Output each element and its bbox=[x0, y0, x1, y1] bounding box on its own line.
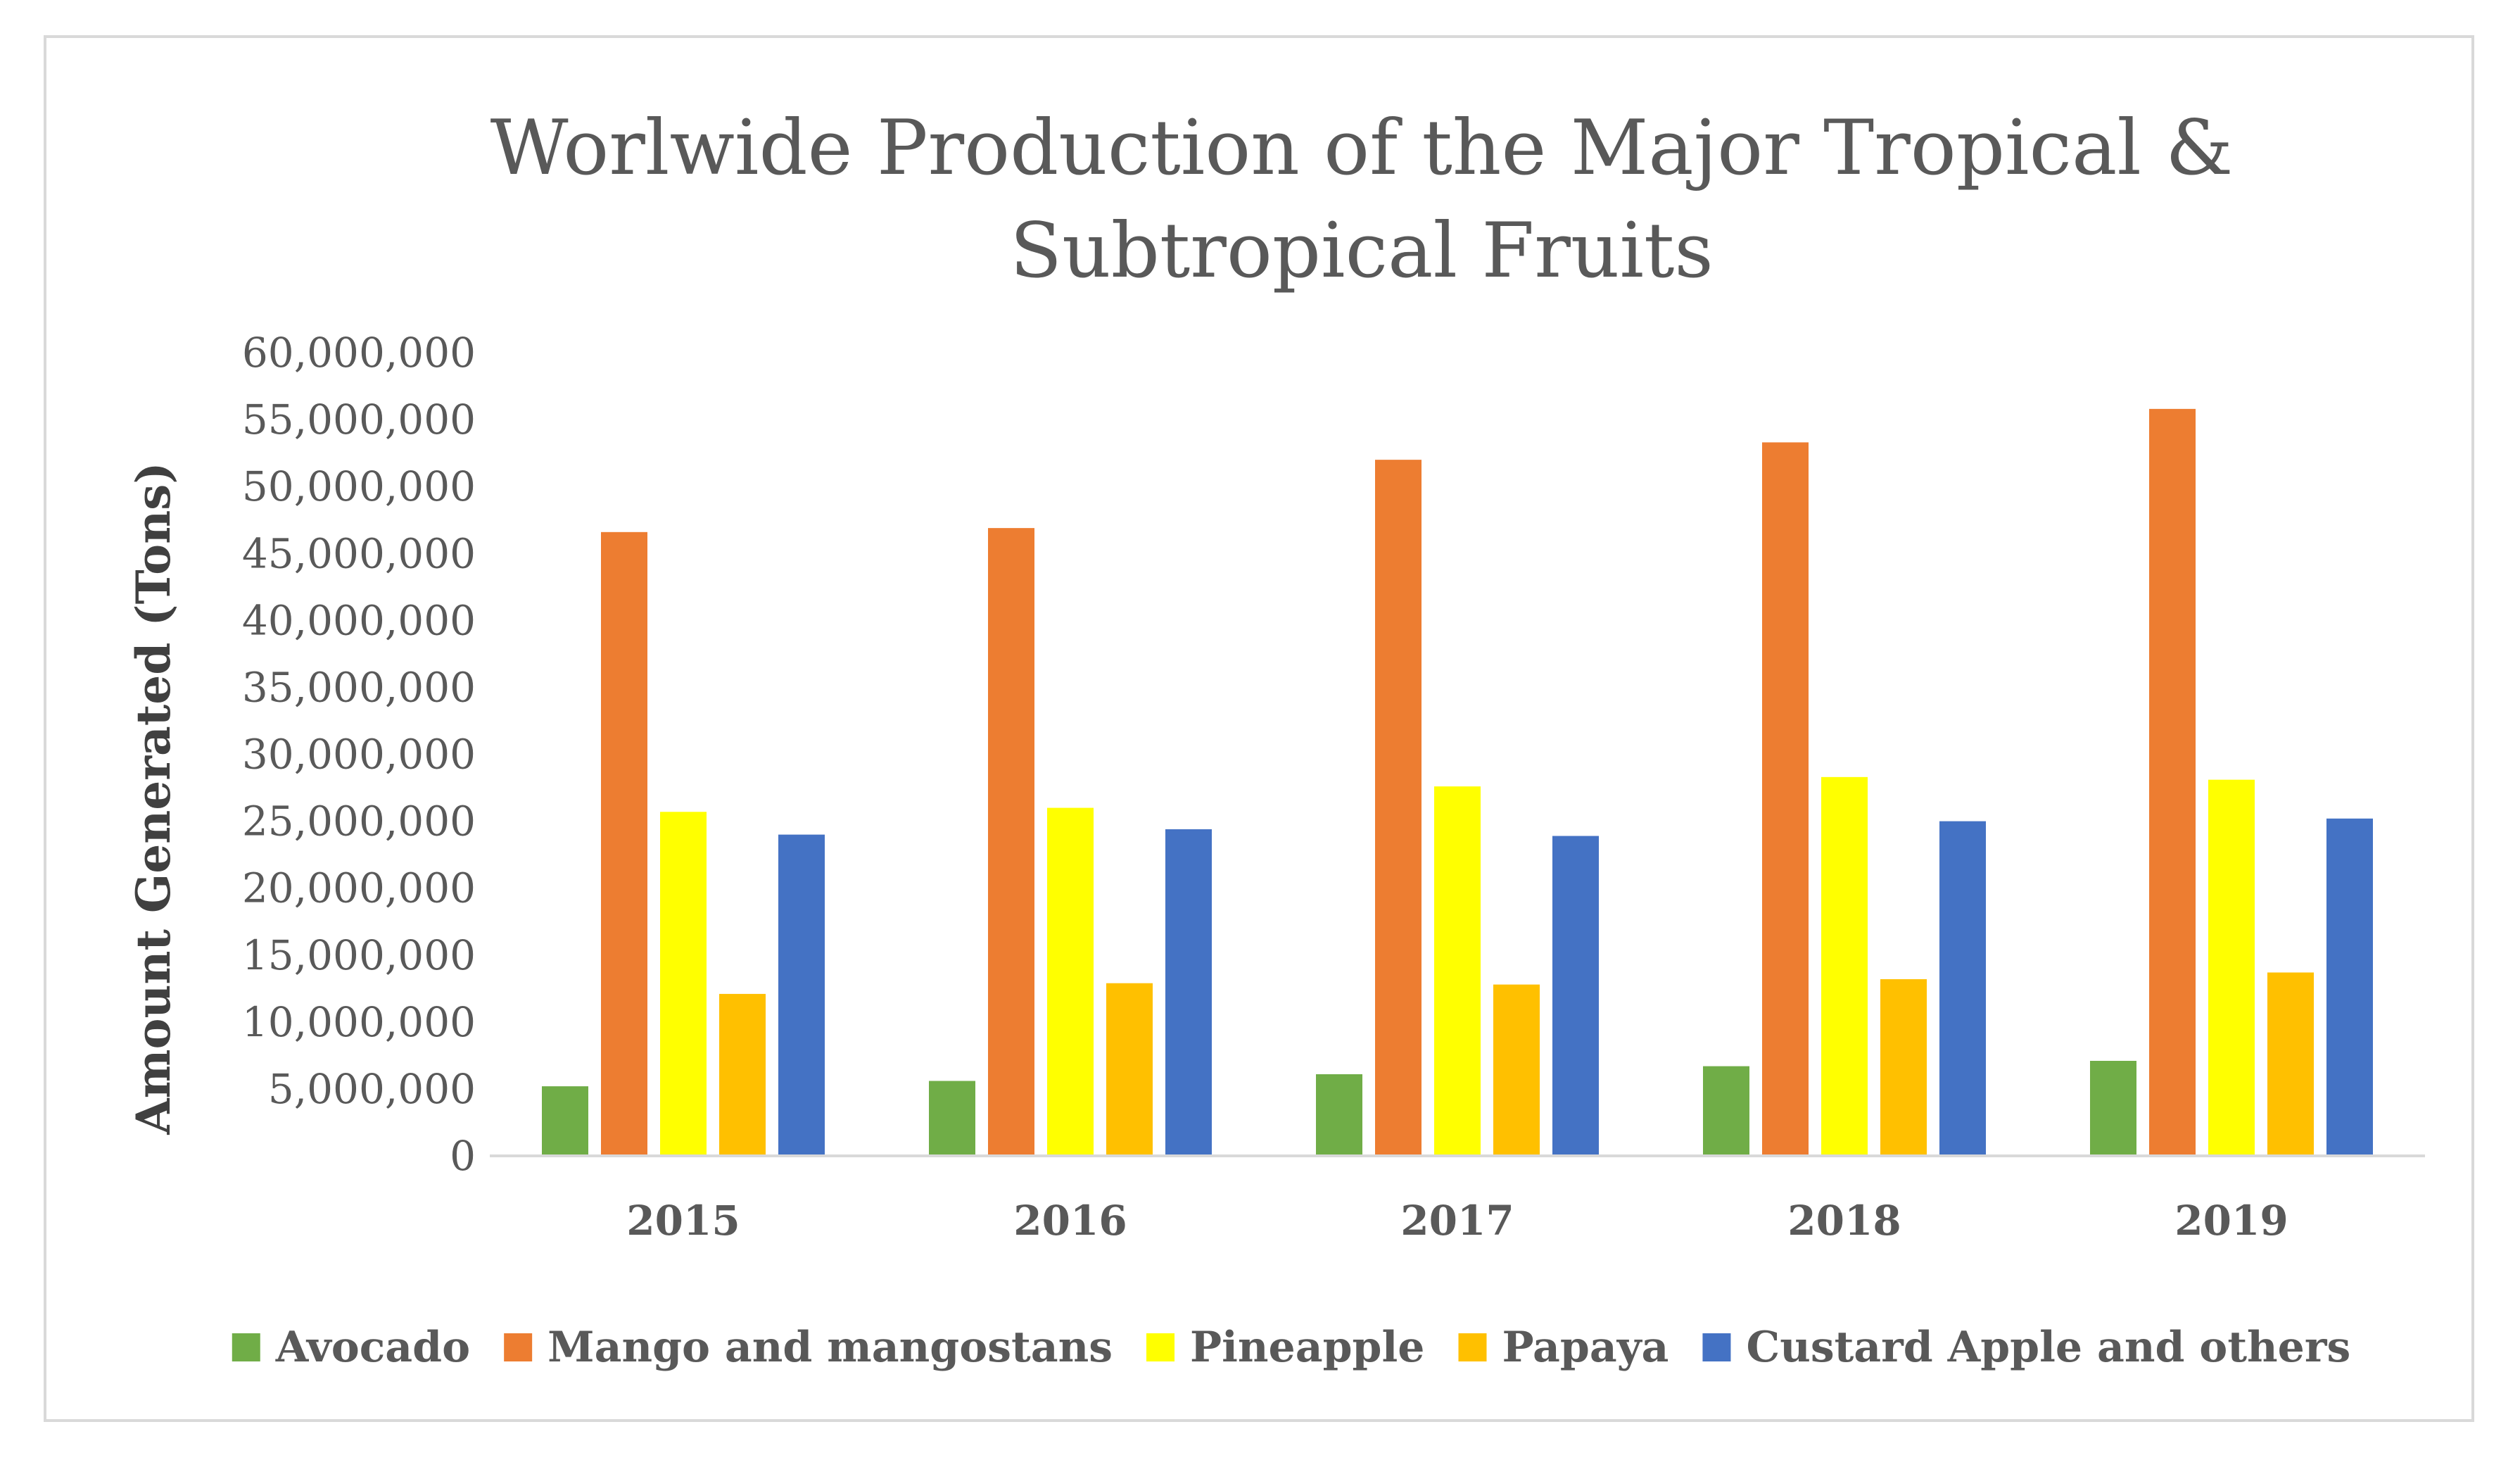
y-tick-label: 60,000,000 bbox=[242, 329, 476, 377]
legend-item-papaya: Papaya bbox=[1458, 1323, 1669, 1372]
bar-mango-and-mangostans-2019 bbox=[2149, 408, 2196, 1156]
bar-avocado-2017 bbox=[1316, 1074, 1362, 1156]
y-tick-label: 55,000,000 bbox=[242, 396, 476, 443]
bar-pineapple-2015 bbox=[660, 812, 707, 1156]
bar-mango-and-mangostans-2018 bbox=[1762, 442, 1809, 1156]
legend-label: Pineapple bbox=[1190, 1323, 1424, 1372]
bars bbox=[542, 408, 2373, 1156]
x-axis-categories: 2015 2016 2017 2018 2019 bbox=[626, 1197, 2288, 1245]
legend-swatch bbox=[1458, 1333, 1487, 1361]
legend: Avocado Mango and mangostans Pineapple Papa… bbox=[232, 1323, 2350, 1372]
x-tick-label: 2019 bbox=[2174, 1197, 2288, 1245]
bar-pineapple-2019 bbox=[2208, 779, 2255, 1156]
x-tick-label: 2017 bbox=[1400, 1197, 1514, 1245]
y-axis-ticks: 0 5,000,000 10,000,000 15,000,000 20,000,000… bbox=[242, 329, 476, 1180]
chart-title-line-2: Subtropical Fruits bbox=[1010, 207, 1714, 295]
x-tick-label: 2016 bbox=[1013, 1197, 1127, 1245]
bar-avocado-2019 bbox=[2090, 1060, 2136, 1156]
chart-title-line-1: Worlwide Production of the Major Tropica… bbox=[490, 104, 2234, 192]
legend-item-pineapple: Pineapple bbox=[1146, 1323, 1424, 1372]
x-tick-label: 2015 bbox=[626, 1197, 740, 1245]
legend-item-custard-apple-and-others: Custard Apple and others bbox=[1702, 1323, 2350, 1372]
y-tick-label: 35,000,000 bbox=[242, 663, 476, 711]
bar-papaya-2016 bbox=[1106, 983, 1153, 1156]
bar-mango-and-mangostans-2016 bbox=[988, 528, 1034, 1156]
bar-pineapple-2016 bbox=[1047, 807, 1094, 1156]
legend-swatch bbox=[504, 1333, 533, 1361]
y-axis-label: Amount Generated (Tons) bbox=[126, 462, 181, 1135]
bar-mango-and-mangostans-2015 bbox=[601, 531, 647, 1156]
bar-custard-apple-and-others-2015 bbox=[778, 834, 825, 1156]
y-tick-label: 5,000,000 bbox=[268, 1065, 476, 1113]
bar-custard-apple-and-others-2017 bbox=[1552, 836, 1599, 1156]
y-tick-label: 25,000,000 bbox=[242, 798, 476, 845]
chart-frame: Worlwide Production of the Major Tropica… bbox=[44, 35, 2474, 1422]
y-tick-label: 30,000,000 bbox=[242, 731, 476, 779]
bar-avocado-2018 bbox=[1703, 1066, 1749, 1156]
y-tick-label: 45,000,000 bbox=[242, 529, 476, 577]
bar-custard-apple-and-others-2019 bbox=[2326, 818, 2373, 1156]
y-tick-label: 15,000,000 bbox=[242, 931, 476, 979]
bar-pineapple-2018 bbox=[1821, 776, 1868, 1156]
bar-papaya-2019 bbox=[2267, 972, 2314, 1156]
y-tick-label: 50,000,000 bbox=[242, 462, 476, 510]
bar-mango-and-mangostans-2017 bbox=[1375, 460, 1422, 1156]
legend-label: Custard Apple and others bbox=[1746, 1323, 2350, 1372]
bar-custard-apple-and-others-2018 bbox=[1939, 821, 1986, 1156]
bar-pineapple-2017 bbox=[1434, 786, 1481, 1156]
y-tick-label: 0 bbox=[450, 1132, 476, 1180]
bar-papaya-2018 bbox=[1880, 978, 1927, 1156]
legend-swatch bbox=[1702, 1333, 1731, 1361]
legend-label: Avocado bbox=[275, 1323, 470, 1372]
bar-avocado-2016 bbox=[929, 1081, 975, 1156]
legend-item-mango-and-mangostans: Mango and mangostans bbox=[504, 1323, 1113, 1372]
y-tick-label: 40,000,000 bbox=[242, 596, 476, 644]
legend-swatch bbox=[1146, 1333, 1175, 1361]
legend-label: Mango and mangostans bbox=[547, 1323, 1113, 1372]
bar-custard-apple-and-others-2016 bbox=[1165, 829, 1212, 1156]
x-tick-label: 2018 bbox=[1787, 1197, 1901, 1245]
chart-svg: Worlwide Production of the Major Tropica… bbox=[126, 104, 2425, 1372]
legend-swatch bbox=[232, 1333, 260, 1361]
bar-avocado-2015 bbox=[542, 1086, 588, 1156]
legend-item-avocado: Avocado bbox=[232, 1323, 470, 1372]
y-tick-label: 10,000,000 bbox=[242, 998, 476, 1046]
bar-papaya-2017 bbox=[1493, 984, 1540, 1156]
y-tick-label: 20,000,000 bbox=[242, 864, 476, 912]
bar-papaya-2015 bbox=[719, 993, 766, 1156]
legend-label: Papaya bbox=[1502, 1323, 1669, 1372]
